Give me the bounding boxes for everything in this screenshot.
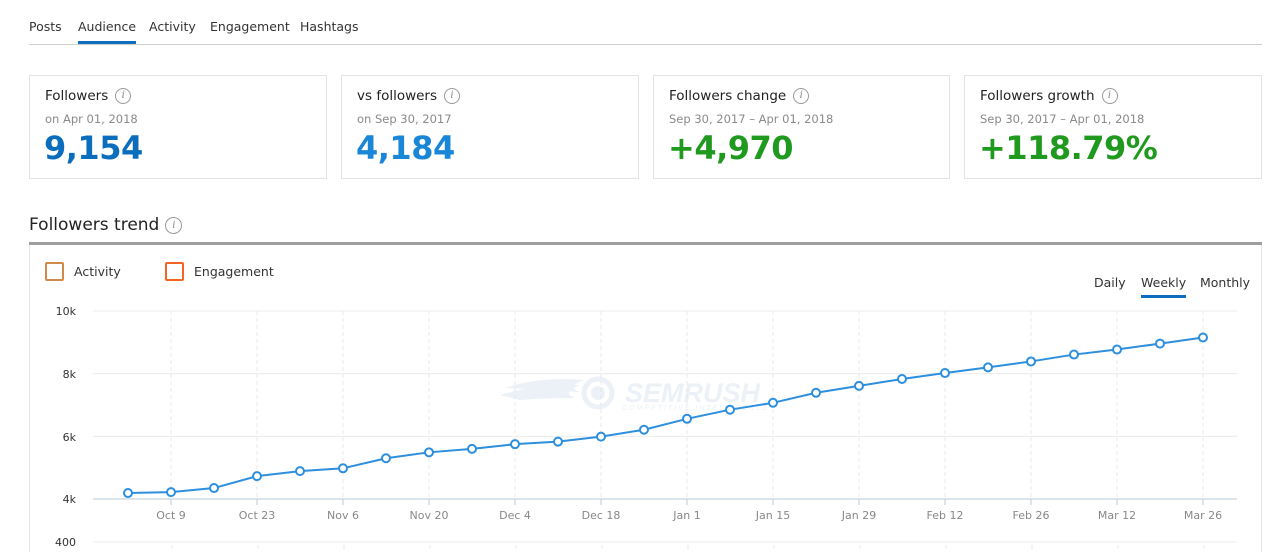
info-icon[interactable]: i: [115, 88, 132, 104]
data-point[interactable]: [725, 404, 735, 415]
x-tick-label: Nov 20: [409, 509, 449, 522]
data-point[interactable]: [166, 487, 176, 498]
vs-followers-card: vs followers i on Sep 30, 2017 4,184: [341, 75, 639, 179]
report-tabs: Posts Audience Activity Engagement Hasht…: [29, 0, 1262, 45]
data-point[interactable]: [854, 380, 864, 391]
x-tick-label: Nov 6: [327, 509, 359, 522]
x-tick-label: Dec 18: [581, 509, 621, 522]
tab-activity[interactable]: Activity: [149, 19, 196, 34]
x-tick-label: Jan 29: [841, 509, 877, 522]
x-tick-label: Dec 4: [499, 509, 531, 522]
info-icon[interactable]: i: [1101, 88, 1118, 104]
period-daily[interactable]: Daily: [1094, 275, 1126, 290]
legend-activity[interactable]: Activity: [45, 262, 121, 281]
x-tick-label: Mar 26: [1183, 509, 1223, 522]
followers-change-card: Followers change i Sep 30, 2017 – Apr 01,…: [653, 75, 950, 179]
chart-grid: [93, 310, 1237, 552]
data-point[interactable]: [209, 483, 219, 494]
card-title-text: Followers growth: [980, 88, 1095, 104]
card-title: vs followers i: [357, 88, 461, 104]
data-point[interactable]: [381, 453, 391, 464]
data-point[interactable]: [940, 368, 950, 379]
followers-growth-card: Followers growth i Sep 30, 2017 – Apr 01,…: [964, 75, 1262, 179]
data-point[interactable]: [596, 431, 606, 442]
data-point[interactable]: [897, 373, 907, 384]
vs-followers-value: 4,184: [356, 129, 455, 167]
tab-engagement[interactable]: Engagement: [210, 19, 290, 34]
followers-value: 9,154: [44, 129, 143, 167]
y-tick-label: 6k: [62, 431, 76, 444]
period-weekly[interactable]: Weekly: [1141, 275, 1187, 298]
data-point[interactable]: [1026, 356, 1036, 367]
tab-hashtags[interactable]: Hashtags: [300, 19, 359, 34]
data-point[interactable]: [1069, 349, 1079, 360]
svg-text:COMPETITIVE INTELLIGENCE: COMPETITIVE INTELLIGENCE: [622, 405, 770, 412]
x-tick-label: Oct 23: [238, 509, 276, 522]
data-point[interactable]: [467, 443, 477, 454]
data-point[interactable]: [1198, 332, 1208, 343]
data-point[interactable]: [424, 447, 434, 458]
svg-text:SEMRUSH: SEMRUSH: [625, 378, 761, 408]
card-title-text: vs followers: [357, 88, 438, 104]
data-point[interactable]: [811, 387, 821, 398]
followers-growth-value: +118.79%: [979, 129, 1158, 167]
tab-posts[interactable]: Posts: [29, 19, 62, 34]
card-subtitle: Sep 30, 2017 – Apr 01, 2018: [669, 112, 834, 126]
data-point[interactable]: [1155, 338, 1165, 349]
data-point[interactable]: [983, 362, 993, 373]
info-icon[interactable]: i: [793, 88, 810, 104]
semrush-watermark-icon: SEMRUSH COMPETITIVE INTELLIGENCE: [500, 376, 770, 412]
data-point[interactable]: [123, 488, 133, 499]
card-title: Followers i: [45, 88, 132, 104]
followers-change-value: +4,970: [668, 129, 794, 167]
legend-engagement[interactable]: Engagement: [165, 262, 274, 281]
legend-label: Engagement: [194, 264, 274, 279]
x-tick-label: Mar 12: [1097, 509, 1137, 522]
x-tick-label: Jan 1: [673, 509, 701, 522]
card-title-text: Followers: [45, 88, 109, 104]
panel-divider: [29, 242, 1262, 245]
card-subtitle: Sep 30, 2017 – Apr 01, 2018: [980, 112, 1145, 126]
followers-card: Followers i on Apr 01, 2018 9,154: [29, 75, 327, 179]
data-point[interactable]: [338, 463, 348, 474]
y-tick-label: 8k: [62, 368, 76, 381]
card-subtitle: on Apr 01, 2018: [45, 112, 138, 126]
data-point[interactable]: [295, 466, 305, 477]
period-monthly[interactable]: Monthly: [1200, 275, 1251, 290]
x-tick-label: Jan 15: [755, 509, 791, 522]
data-point[interactable]: [639, 424, 649, 435]
data-point[interactable]: [252, 471, 262, 482]
data-point[interactable]: [768, 397, 778, 408]
info-icon[interactable]: i: [165, 216, 183, 234]
checkbox-icon[interactable]: [45, 262, 64, 281]
card-title: Followers change i: [669, 88, 810, 104]
info-icon[interactable]: i: [444, 88, 461, 104]
data-point[interactable]: [1112, 344, 1122, 355]
data-point[interactable]: [553, 436, 563, 447]
y-tick-label: 4k: [62, 493, 76, 506]
x-tick-label: Oct 9: [156, 509, 186, 522]
x-tick-label: Feb 26: [1012, 509, 1050, 522]
tab-audience[interactable]: Audience: [78, 19, 137, 44]
followers-trend-title: Followers trend i: [29, 215, 183, 235]
card-title-text: Followers change: [669, 88, 787, 104]
y-tick-label: 10k: [55, 305, 76, 318]
card-title: Followers growth i: [980, 88, 1118, 104]
data-point[interactable]: [510, 439, 520, 450]
legend-label: Activity: [74, 264, 121, 279]
data-point[interactable]: [682, 413, 692, 424]
checkbox-icon[interactable]: [165, 262, 184, 281]
card-subtitle: on Sep 30, 2017: [357, 112, 452, 126]
section-title-text: Followers trend: [29, 215, 160, 235]
trend-panel: [29, 245, 1262, 552]
lower-chart-y-tick: 400: [55, 536, 76, 549]
x-tick-label: Feb 12: [926, 509, 964, 522]
